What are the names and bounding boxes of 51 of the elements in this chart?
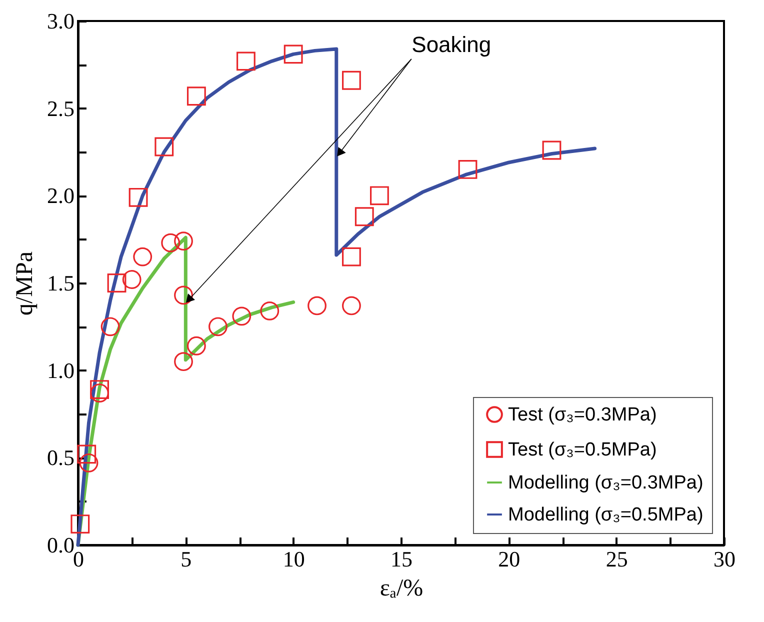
point [186,86,206,106]
x-tick-label: 20 [498,546,520,572]
y-tick-label: 0.0 [47,532,74,558]
point [208,317,228,336]
point [100,317,120,336]
x-tick-label: 25 [606,546,628,572]
x-axis-title: εₐ/% [380,576,424,602]
annotation: Soaking [412,32,492,57]
point [133,247,152,266]
x-tick-label: 30 [714,546,736,572]
point [260,302,280,320]
point [342,70,361,90]
point [458,160,478,179]
point [186,336,206,356]
x-tick-label: 0 [73,546,84,572]
y-tick-label: 0.5 [47,445,74,470]
point [232,306,252,326]
y-tick-label: 3.0 [47,8,74,34]
point [174,286,193,305]
point [284,44,303,64]
point [70,514,90,534]
point [354,207,374,226]
point [236,52,256,71]
legend-label: Modelling (σ₃=0.3MPa) [508,472,704,494]
y-tick-label: 2.0 [47,183,74,208]
legend-label: Test (σ₃=0.3MPa) [508,404,657,426]
x-tick-label: 5 [180,546,192,572]
point [107,274,126,292]
point [342,296,361,316]
point [122,270,142,289]
point [90,380,109,400]
y-axis-title: q/MPa [12,251,38,316]
point [342,247,361,266]
point [370,186,389,206]
point [90,384,109,402]
y-tick-label: 1.5 [47,270,74,296]
point [174,232,193,251]
point [174,352,193,372]
point [154,137,174,156]
point [161,233,180,252]
x-tick-label: 15 [390,546,412,572]
legend-label: Test (σ₃=0.5MPa) [508,440,657,460]
point [128,188,148,207]
legend-label: Modelling (σ₃=0.5MPa) [508,504,704,526]
point [77,444,96,464]
point [542,140,562,160]
point [308,296,326,316]
y-tick-label: 1.0 [47,358,74,383]
x-tick-label: 10 [282,546,305,572]
point [79,453,98,472]
y-tick-label: 2.5 [47,96,74,121]
